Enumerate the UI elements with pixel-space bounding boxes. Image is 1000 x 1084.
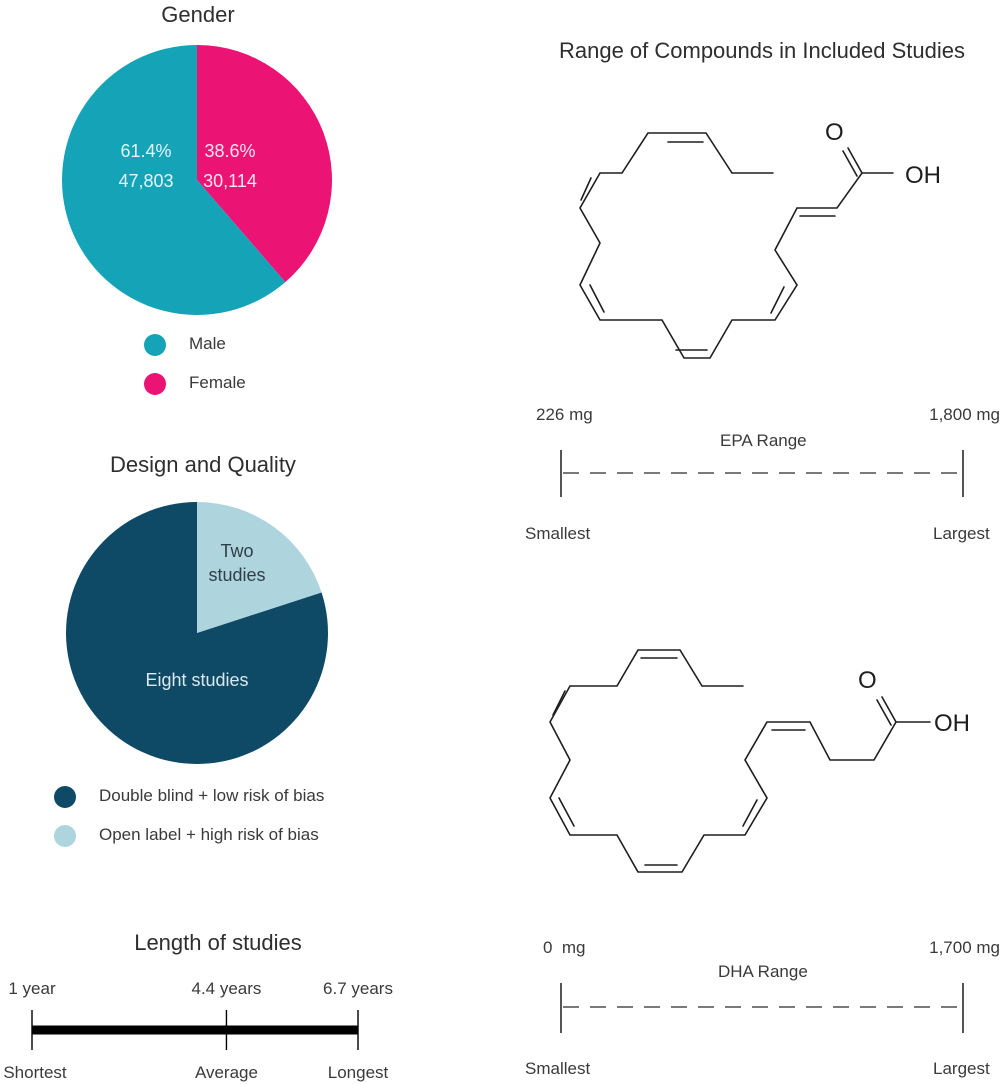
compounds-title: Range of Compounds in Included Studies bbox=[558, 38, 966, 63]
epa-range-name: EPA Range bbox=[720, 431, 807, 450]
pie-slice-label-two-studies: Two studies bbox=[208, 541, 265, 585]
legend-label-open-label: Open label + high risk of bias bbox=[99, 825, 319, 844]
pie-slice-female bbox=[197, 45, 332, 283]
pie-percent-label-female: 38.6% bbox=[204, 141, 255, 161]
epa-min-label: Smallest bbox=[525, 524, 591, 543]
epa-hydroxyl-label: OH bbox=[905, 162, 941, 189]
legend-swatch-male bbox=[144, 334, 166, 356]
length-label-longest: Longest bbox=[328, 1063, 389, 1082]
legend-label-double-blind: Double blind + low risk of bias bbox=[99, 786, 325, 805]
epa-max-label: Largest bbox=[933, 524, 990, 543]
legend-swatch-double-blind bbox=[54, 786, 76, 808]
gender-pie-chart: 61.4% 47,803 38.6% 30,114 bbox=[61, 45, 332, 315]
pie-slice-double-blind-low-risk-of-bias bbox=[65, 502, 328, 764]
length-chart-title: Length of studies bbox=[134, 930, 302, 955]
dha-oxygen-label: O bbox=[858, 667, 877, 694]
length-range-chart: 1 year Shortest 4.4 years Average 6.7 years L… bbox=[3, 979, 393, 1082]
dha-hydroxyl-label: OH bbox=[934, 710, 970, 737]
gender-chart-title: Gender bbox=[161, 2, 235, 27]
dha-bonds bbox=[549, 649, 931, 873]
dha-max-label: Largest bbox=[933, 1059, 990, 1078]
pie-slice-open-label-high-risk-of-bias bbox=[197, 502, 322, 633]
pie-percent-label-male: 61.4% bbox=[120, 141, 171, 161]
length-label-shortest: Shortest bbox=[3, 1063, 67, 1082]
length-value-longest: 6.7 years bbox=[323, 979, 393, 998]
legend-swatch-open-label bbox=[54, 825, 76, 847]
pie-slice-male bbox=[61, 45, 286, 315]
design-chart-title: Design and Quality bbox=[110, 452, 296, 477]
legend-label-male: Male bbox=[189, 334, 226, 353]
dha-range-name: DHA Range bbox=[718, 962, 808, 981]
length-value-shortest: 1 year bbox=[8, 979, 56, 998]
dha-min-value: 0 mg bbox=[543, 938, 586, 957]
epa-oxygen-label: O bbox=[825, 119, 844, 146]
epa-bonds bbox=[579, 132, 894, 359]
pie-count-label-female: 30,114 bbox=[203, 171, 257, 191]
design-pie-chart: Eight studies Two studies bbox=[65, 502, 328, 764]
epa-max-value: 1,800 mg bbox=[929, 405, 1000, 424]
length-value-average: 4.4 years bbox=[191, 979, 261, 998]
epa-min-value: 226 mg bbox=[536, 405, 593, 424]
legend-label-female: Female bbox=[189, 373, 246, 392]
pie-slice-label-eight-studies: Eight studies bbox=[145, 670, 248, 690]
length-label-average: Average bbox=[195, 1063, 258, 1082]
dha-min-label: Smallest bbox=[525, 1059, 591, 1078]
pie-count-label-male: 47,803 bbox=[118, 171, 173, 191]
legend-swatch-female bbox=[144, 373, 166, 395]
dha-max-value: 1,700 mg bbox=[929, 938, 1000, 957]
